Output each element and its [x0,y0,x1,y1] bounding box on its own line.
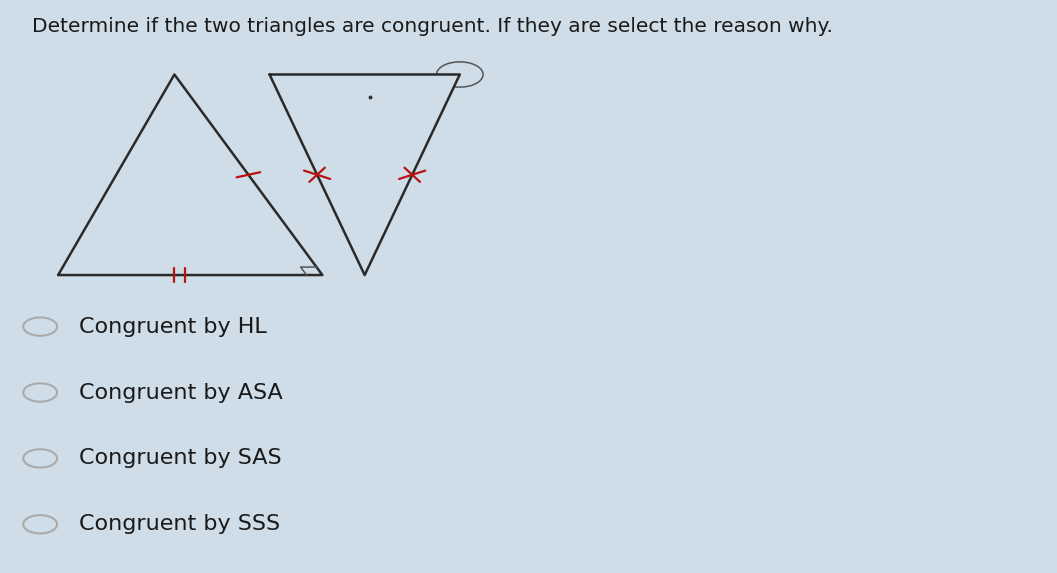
Text: Congruent by HL: Congruent by HL [79,317,267,336]
Text: Congruent by SSS: Congruent by SSS [79,515,280,534]
Text: Congruent by ASA: Congruent by ASA [79,383,283,402]
Text: Determine if the two triangles are congruent. If they are select the reason why.: Determine if the two triangles are congr… [32,17,833,36]
Text: Congruent by SAS: Congruent by SAS [79,449,282,468]
